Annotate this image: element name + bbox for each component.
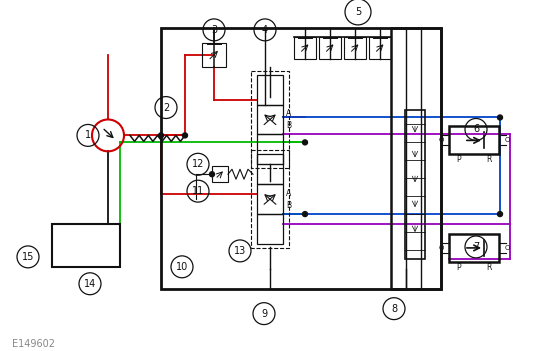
Bar bbox=[161, 28, 441, 289]
Circle shape bbox=[498, 115, 502, 120]
Text: P: P bbox=[457, 263, 461, 272]
Text: A: A bbox=[286, 188, 291, 198]
Bar bbox=[212, 166, 228, 182]
Text: O: O bbox=[504, 245, 509, 251]
Text: E149602: E149602 bbox=[12, 338, 55, 349]
Circle shape bbox=[302, 140, 308, 145]
Text: O: O bbox=[504, 137, 509, 144]
Text: 6: 6 bbox=[473, 125, 479, 134]
Bar bbox=[319, 37, 341, 59]
Bar bbox=[449, 126, 499, 154]
Text: 14: 14 bbox=[84, 279, 96, 289]
Text: R: R bbox=[486, 263, 492, 272]
Text: 2: 2 bbox=[163, 102, 169, 113]
Text: 8: 8 bbox=[391, 304, 397, 314]
Text: 4: 4 bbox=[262, 25, 268, 35]
Text: P: P bbox=[457, 155, 461, 164]
Bar bbox=[257, 105, 283, 134]
Circle shape bbox=[302, 212, 308, 217]
Circle shape bbox=[498, 212, 502, 217]
Text: 15: 15 bbox=[22, 252, 34, 262]
Text: B: B bbox=[286, 121, 291, 130]
Bar bbox=[344, 37, 366, 59]
Text: O: O bbox=[438, 137, 444, 144]
Text: A: A bbox=[286, 109, 291, 118]
Bar bbox=[257, 154, 283, 184]
Bar bbox=[449, 234, 499, 262]
Text: 1: 1 bbox=[85, 131, 91, 140]
Text: R: R bbox=[486, 155, 492, 164]
Bar bbox=[369, 37, 391, 59]
Bar bbox=[202, 43, 226, 67]
Bar bbox=[294, 37, 316, 59]
Bar bbox=[391, 28, 441, 289]
Bar bbox=[257, 75, 283, 105]
Text: 9: 9 bbox=[261, 309, 267, 319]
Circle shape bbox=[183, 133, 187, 138]
Text: 5: 5 bbox=[355, 7, 361, 17]
Text: 13: 13 bbox=[234, 246, 246, 256]
Text: 3: 3 bbox=[211, 25, 217, 35]
Text: B: B bbox=[286, 201, 291, 210]
Text: 7: 7 bbox=[473, 242, 479, 252]
Circle shape bbox=[209, 172, 215, 177]
Bar bbox=[52, 224, 120, 267]
Text: 11: 11 bbox=[192, 186, 204, 196]
Bar bbox=[257, 184, 283, 214]
Bar bbox=[405, 110, 425, 259]
Bar bbox=[251, 150, 289, 248]
Bar bbox=[257, 134, 283, 164]
Circle shape bbox=[159, 133, 163, 138]
Text: 10: 10 bbox=[176, 262, 188, 272]
Bar bbox=[257, 214, 283, 244]
Bar bbox=[251, 71, 289, 168]
Text: 12: 12 bbox=[192, 159, 204, 169]
Text: O: O bbox=[438, 245, 444, 251]
